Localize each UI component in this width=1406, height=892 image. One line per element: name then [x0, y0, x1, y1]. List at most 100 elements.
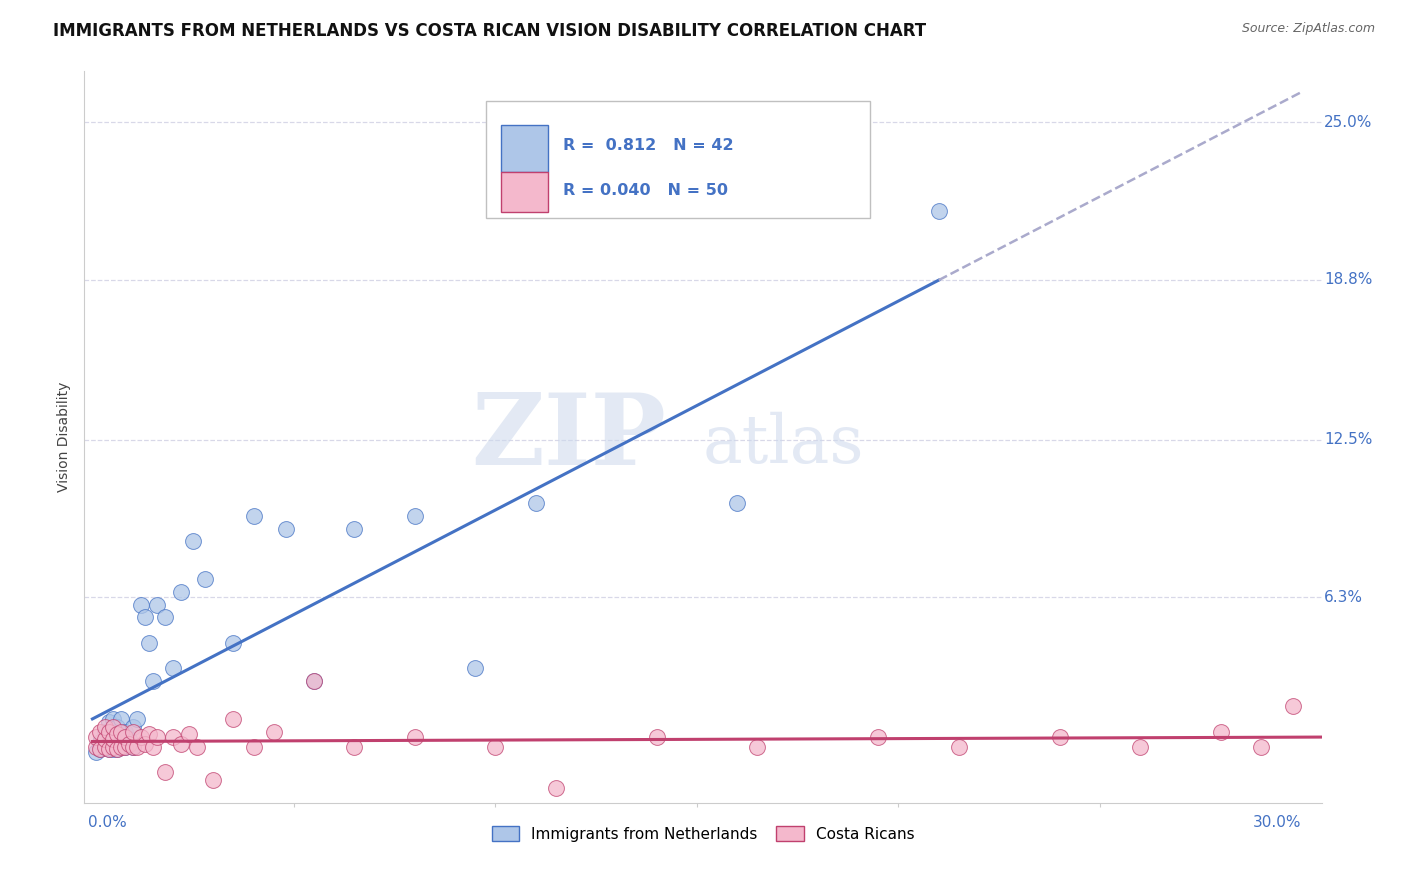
Point	[93, 739, 115, 754]
Point	[544, 780, 567, 795]
Point	[110, 738, 132, 752]
Point	[105, 727, 128, 741]
Point	[105, 742, 128, 756]
Point	[114, 739, 136, 754]
Point	[129, 598, 152, 612]
Point	[170, 585, 193, 599]
Point	[101, 720, 124, 734]
FancyBboxPatch shape	[502, 125, 548, 172]
Text: 18.8%: 18.8%	[1324, 272, 1372, 287]
Text: 12.5%: 12.5%	[1324, 432, 1372, 447]
Point	[484, 739, 506, 754]
Point	[222, 636, 245, 650]
Point	[146, 598, 169, 612]
Point	[524, 496, 547, 510]
Point	[89, 724, 111, 739]
Point	[725, 496, 748, 510]
Point	[129, 730, 152, 744]
Point	[105, 742, 128, 756]
Point	[86, 730, 108, 744]
Point	[93, 720, 115, 734]
Point	[86, 739, 108, 754]
Point	[142, 673, 165, 688]
Point	[93, 724, 115, 739]
Point	[153, 765, 176, 780]
FancyBboxPatch shape	[502, 171, 548, 211]
Text: R = 0.040   N = 50: R = 0.040 N = 50	[564, 183, 728, 198]
Point	[121, 720, 143, 734]
Point	[114, 739, 136, 754]
Text: 6.3%: 6.3%	[1324, 590, 1362, 605]
Y-axis label: Vision Disability: Vision Disability	[58, 382, 72, 492]
Point	[222, 712, 245, 726]
Point	[202, 772, 225, 787]
Legend: Immigrants from Netherlands, Costa Ricans: Immigrants from Netherlands, Costa Rican…	[485, 820, 921, 847]
Point	[138, 727, 160, 741]
Point	[242, 739, 264, 754]
Point	[97, 742, 120, 756]
Point	[404, 508, 426, 523]
Point	[86, 745, 108, 759]
Point	[121, 724, 143, 739]
Point	[186, 739, 208, 754]
Point	[302, 673, 325, 688]
Text: atlas: atlas	[703, 412, 865, 477]
Point	[645, 730, 668, 744]
Point	[121, 739, 143, 754]
Point	[142, 739, 165, 754]
Point	[101, 739, 124, 754]
Point	[138, 636, 160, 650]
Point	[263, 724, 285, 739]
Point	[97, 742, 120, 756]
Text: IMMIGRANTS FROM NETHERLANDS VS COSTA RICAN VISION DISABILITY CORRELATION CHART: IMMIGRANTS FROM NETHERLANDS VS COSTA RIC…	[53, 22, 927, 40]
Point	[101, 712, 124, 726]
Point	[97, 724, 120, 739]
Point	[125, 712, 148, 726]
Point	[101, 730, 124, 744]
Point	[868, 730, 890, 744]
Point	[747, 739, 769, 754]
Text: ZIP: ZIP	[471, 389, 666, 485]
Point	[343, 739, 366, 754]
Point	[101, 732, 124, 747]
Text: 30.0%: 30.0%	[1253, 815, 1302, 830]
Point	[134, 610, 156, 624]
Point	[97, 714, 120, 729]
Point	[170, 738, 193, 752]
Point	[89, 742, 111, 756]
Point	[93, 739, 115, 754]
Point	[928, 204, 950, 219]
Point	[93, 732, 115, 747]
Point	[118, 732, 141, 747]
Point	[302, 673, 325, 688]
Point	[125, 739, 148, 754]
Text: 0.0%: 0.0%	[89, 815, 127, 830]
Point	[404, 730, 426, 744]
Text: R =  0.812   N = 42: R = 0.812 N = 42	[564, 138, 734, 153]
Point	[464, 661, 486, 675]
Point	[110, 712, 132, 726]
Point	[181, 534, 204, 549]
Point	[97, 730, 120, 744]
Text: 25.0%: 25.0%	[1324, 115, 1372, 129]
Point	[1049, 730, 1071, 744]
Point	[121, 739, 143, 754]
Point	[162, 661, 184, 675]
Point	[1129, 739, 1152, 754]
Point	[105, 735, 128, 749]
Point	[134, 738, 156, 752]
Point	[343, 521, 366, 535]
Point	[114, 730, 136, 744]
Point	[110, 724, 132, 739]
Point	[242, 508, 264, 523]
Text: Source: ZipAtlas.com: Source: ZipAtlas.com	[1241, 22, 1375, 36]
Point	[153, 610, 176, 624]
Point	[110, 739, 132, 754]
Point	[146, 730, 169, 744]
Point	[162, 730, 184, 744]
Point	[274, 521, 297, 535]
Point	[105, 720, 128, 734]
Point	[948, 739, 970, 754]
Point	[89, 735, 111, 749]
FancyBboxPatch shape	[486, 101, 870, 218]
